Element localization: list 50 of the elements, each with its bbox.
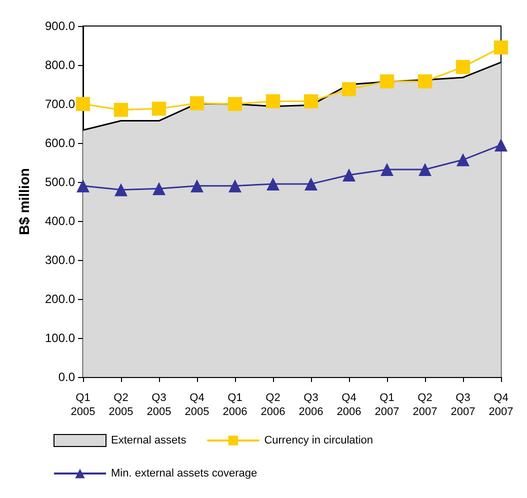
- point: [228, 179, 242, 192]
- x-tick-label: Q2 2007: [412, 392, 438, 418]
- point: [418, 74, 432, 88]
- y-tick-label: 700.0: [44, 97, 76, 111]
- point: [114, 183, 128, 196]
- y-tick-label: 900.0: [44, 19, 76, 33]
- y-tick-label: 800.0: [44, 58, 76, 72]
- x-tick-label: Q1 2006: [222, 392, 248, 418]
- point: [114, 102, 128, 117]
- x-tick-label: Q2 2005: [108, 392, 134, 418]
- point: [418, 163, 432, 176]
- point: [190, 179, 204, 192]
- point: [266, 177, 280, 190]
- x-tick-label: Q1 2005: [70, 392, 96, 418]
- x-tick-label: Q2 2006: [260, 392, 286, 418]
- point: [494, 40, 508, 54]
- point: [152, 182, 166, 196]
- legend-label: Min. external assets coverage: [111, 468, 258, 480]
- point: [456, 60, 470, 74]
- point: [304, 177, 318, 190]
- point: [76, 97, 90, 111]
- y-tick-label: 100.0: [44, 331, 76, 345]
- x-tick-label: Q3 2005: [146, 392, 172, 418]
- x-tick-label: Q4 2006: [336, 392, 362, 418]
- point: [456, 153, 470, 166]
- x-tick-label: Q4 2005: [184, 392, 210, 418]
- x-tick-label: Q3 2007: [450, 392, 476, 418]
- y-tick-label: 300.0: [44, 253, 76, 267]
- y-axis-title: B$ million: [16, 168, 32, 235]
- point: [342, 168, 356, 182]
- point: [380, 74, 394, 88]
- point: [342, 82, 356, 96]
- y-tick-label: 400.0: [44, 214, 76, 228]
- point: [494, 138, 508, 152]
- point: [76, 179, 90, 192]
- legend-label: External assets: [111, 434, 187, 446]
- point: [380, 163, 394, 176]
- y-tick-label: 500.0: [44, 175, 76, 189]
- y-tick-label: 200.0: [44, 292, 76, 306]
- x-tick-label: Q4 2007: [488, 392, 514, 418]
- point: [152, 102, 166, 116]
- legend-label: Currency in circulation: [264, 434, 374, 446]
- point: [266, 94, 280, 108]
- point: [228, 97, 242, 111]
- x-tick-label: Q1 2007: [374, 392, 400, 418]
- point: [190, 96, 204, 110]
- point: [304, 94, 318, 108]
- x-tick-label: Q3 2006: [298, 392, 324, 418]
- y-tick-label: 600.0: [44, 136, 76, 150]
- y-tick-label: 0.0: [58, 370, 76, 384]
